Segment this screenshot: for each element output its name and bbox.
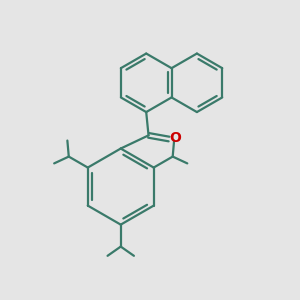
Text: O: O: [170, 131, 182, 145]
